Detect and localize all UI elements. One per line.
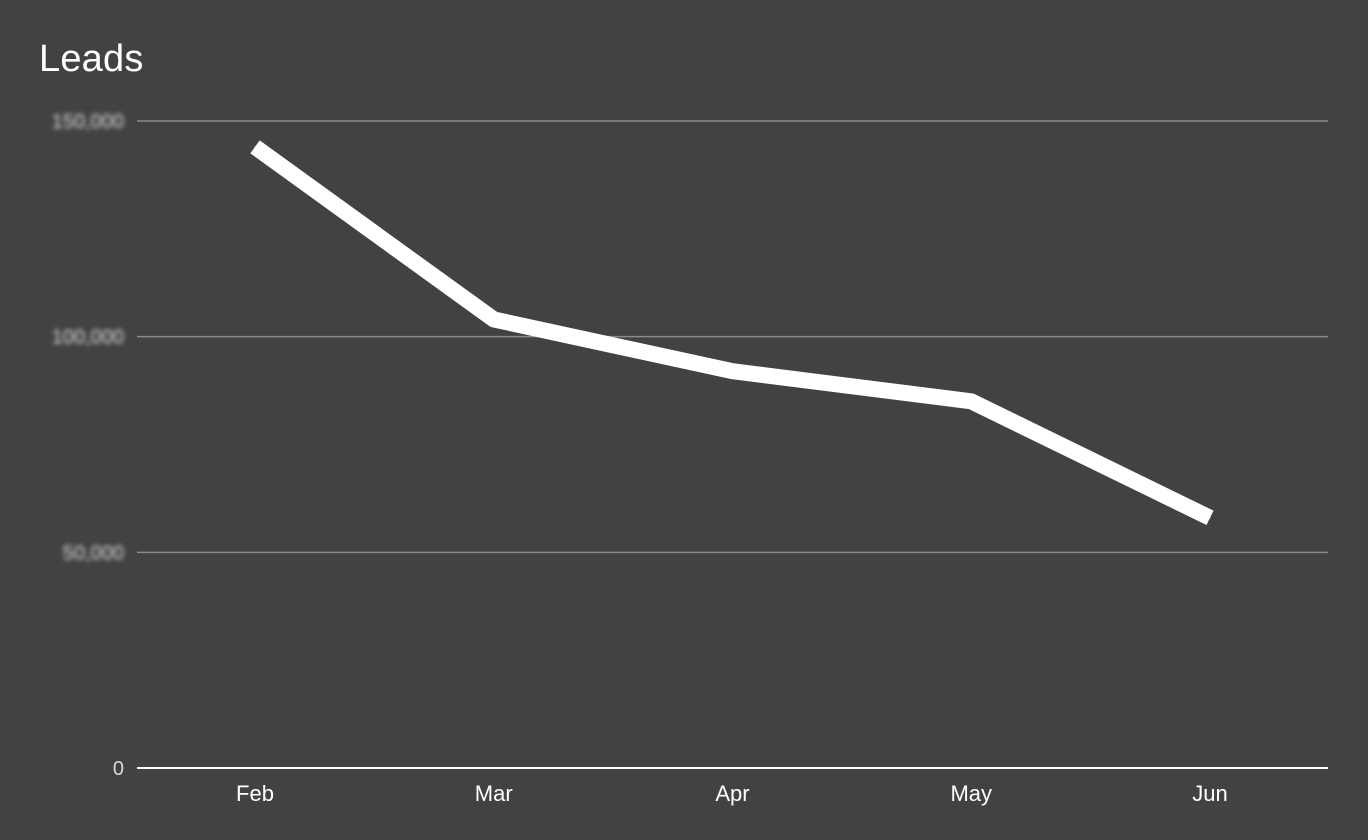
y-axis-tick-labels: 0 50,000 100,000 150,000 (52, 111, 124, 780)
y-tick-label: 50,000 (63, 542, 124, 564)
y-tick-label: 100,000 (52, 327, 124, 349)
data-point (1209, 517, 1211, 519)
x-tick-label: Jun (1192, 781, 1227, 806)
data-point (732, 370, 733, 372)
series-line (250, 140, 1214, 526)
x-tick-label: Apr (715, 781, 749, 806)
data-point (254, 146, 256, 148)
data-point (493, 318, 495, 320)
x-tick-label: Feb (236, 781, 274, 806)
x-tick-label: May (950, 781, 992, 806)
x-tick-label: Mar (475, 781, 513, 806)
y-tick-label: 150,000 (52, 111, 124, 133)
data-point (970, 400, 972, 402)
y-tick-label: 0 (113, 758, 124, 780)
x-axis-tick-labels: Feb Mar Apr May Jun (236, 781, 1228, 806)
chart-title: Leads (39, 38, 144, 80)
series-lines (250, 140, 1214, 526)
gridlines (137, 120, 1328, 769)
